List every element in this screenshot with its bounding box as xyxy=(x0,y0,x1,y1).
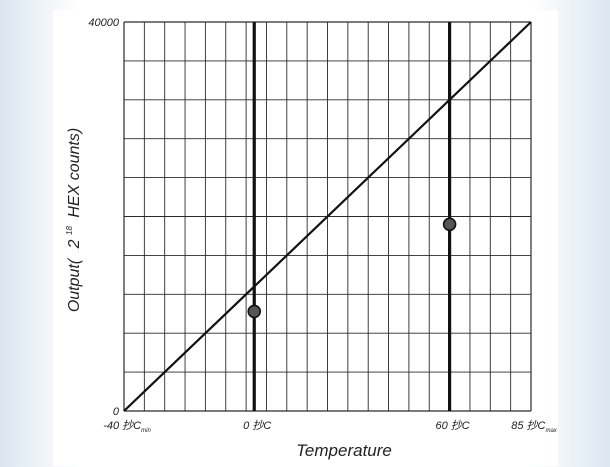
y-tick-label: 40000 xyxy=(88,17,119,29)
x-axis-title: Temperature xyxy=(296,441,392,460)
y-axis-title-prefix: Output( xyxy=(66,257,83,312)
data-point-marker xyxy=(442,217,457,232)
y-axis-title-base: 2 xyxy=(66,239,83,249)
series-line xyxy=(123,21,532,412)
reference-lines xyxy=(252,22,452,411)
x-tick-label: 60 抄C xyxy=(435,419,469,432)
y-axis-title-suffix: HEX counts) xyxy=(66,128,83,218)
series xyxy=(123,21,532,412)
y-tick-label: 0 xyxy=(113,406,120,418)
x-tick-subscript: max xyxy=(545,428,557,434)
data-point-marker xyxy=(247,304,262,319)
y-axis-title-exponent: 18 xyxy=(65,226,74,235)
x-tick-label: -40 抄Cmin xyxy=(103,419,151,434)
x-tick-label: 0 抄C xyxy=(243,419,271,432)
y-axis-title: Output( 2 18 HEX counts) xyxy=(59,128,83,312)
x-tick-subscript: min xyxy=(141,428,151,434)
